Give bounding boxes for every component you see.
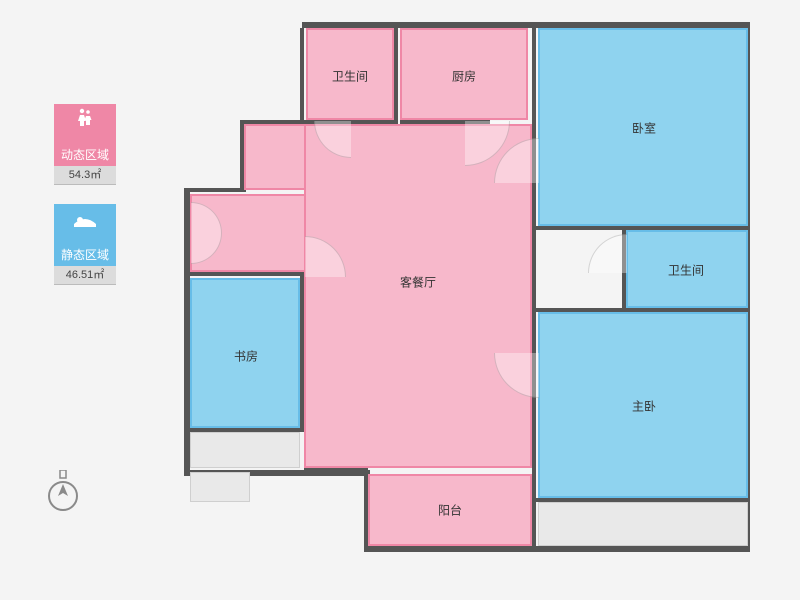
wall [532,28,536,506]
wall [190,272,304,276]
legend-static: 静态区域 46.51㎡ [54,204,116,285]
legend-static-value: 46.51㎡ [54,266,116,285]
wall [364,468,368,550]
room-label-bath1: 卫生间 [332,68,368,85]
legend-static-label: 静态区域 [54,244,116,266]
legend-dynamic-value: 54.3㎡ [54,166,116,185]
legend-dynamic-label: 动态区域 [54,144,116,166]
wall [536,498,748,502]
room-label-balcony: 阳台 [438,502,462,519]
room-label-kitchen: 厨房 [452,68,476,85]
room-label-living: 客餐厅 [400,274,436,291]
room-label-study: 书房 [234,348,258,365]
floor-plan: 卫生间厨房客餐厅阳台卧室卫生间主卧书房 [184,22,754,578]
gray-area [538,502,748,546]
people-icon [54,104,116,144]
wall [300,28,304,124]
wall [190,428,304,432]
wall [304,468,364,472]
gray-area [190,472,250,502]
legend-dynamic: 动态区域 54.3㎡ [54,104,116,185]
wall [190,188,244,192]
sleep-icon [54,204,116,244]
room-label-master: 主卧 [632,398,656,415]
wall [536,226,748,230]
gray-area [190,432,300,468]
compass-icon [46,470,80,519]
wall [536,308,748,312]
wall [300,272,304,430]
room-label-bath2: 卫生间 [668,262,704,279]
room-label-bedroom: 卧室 [632,120,656,137]
wall [532,468,536,550]
wall [394,28,398,124]
